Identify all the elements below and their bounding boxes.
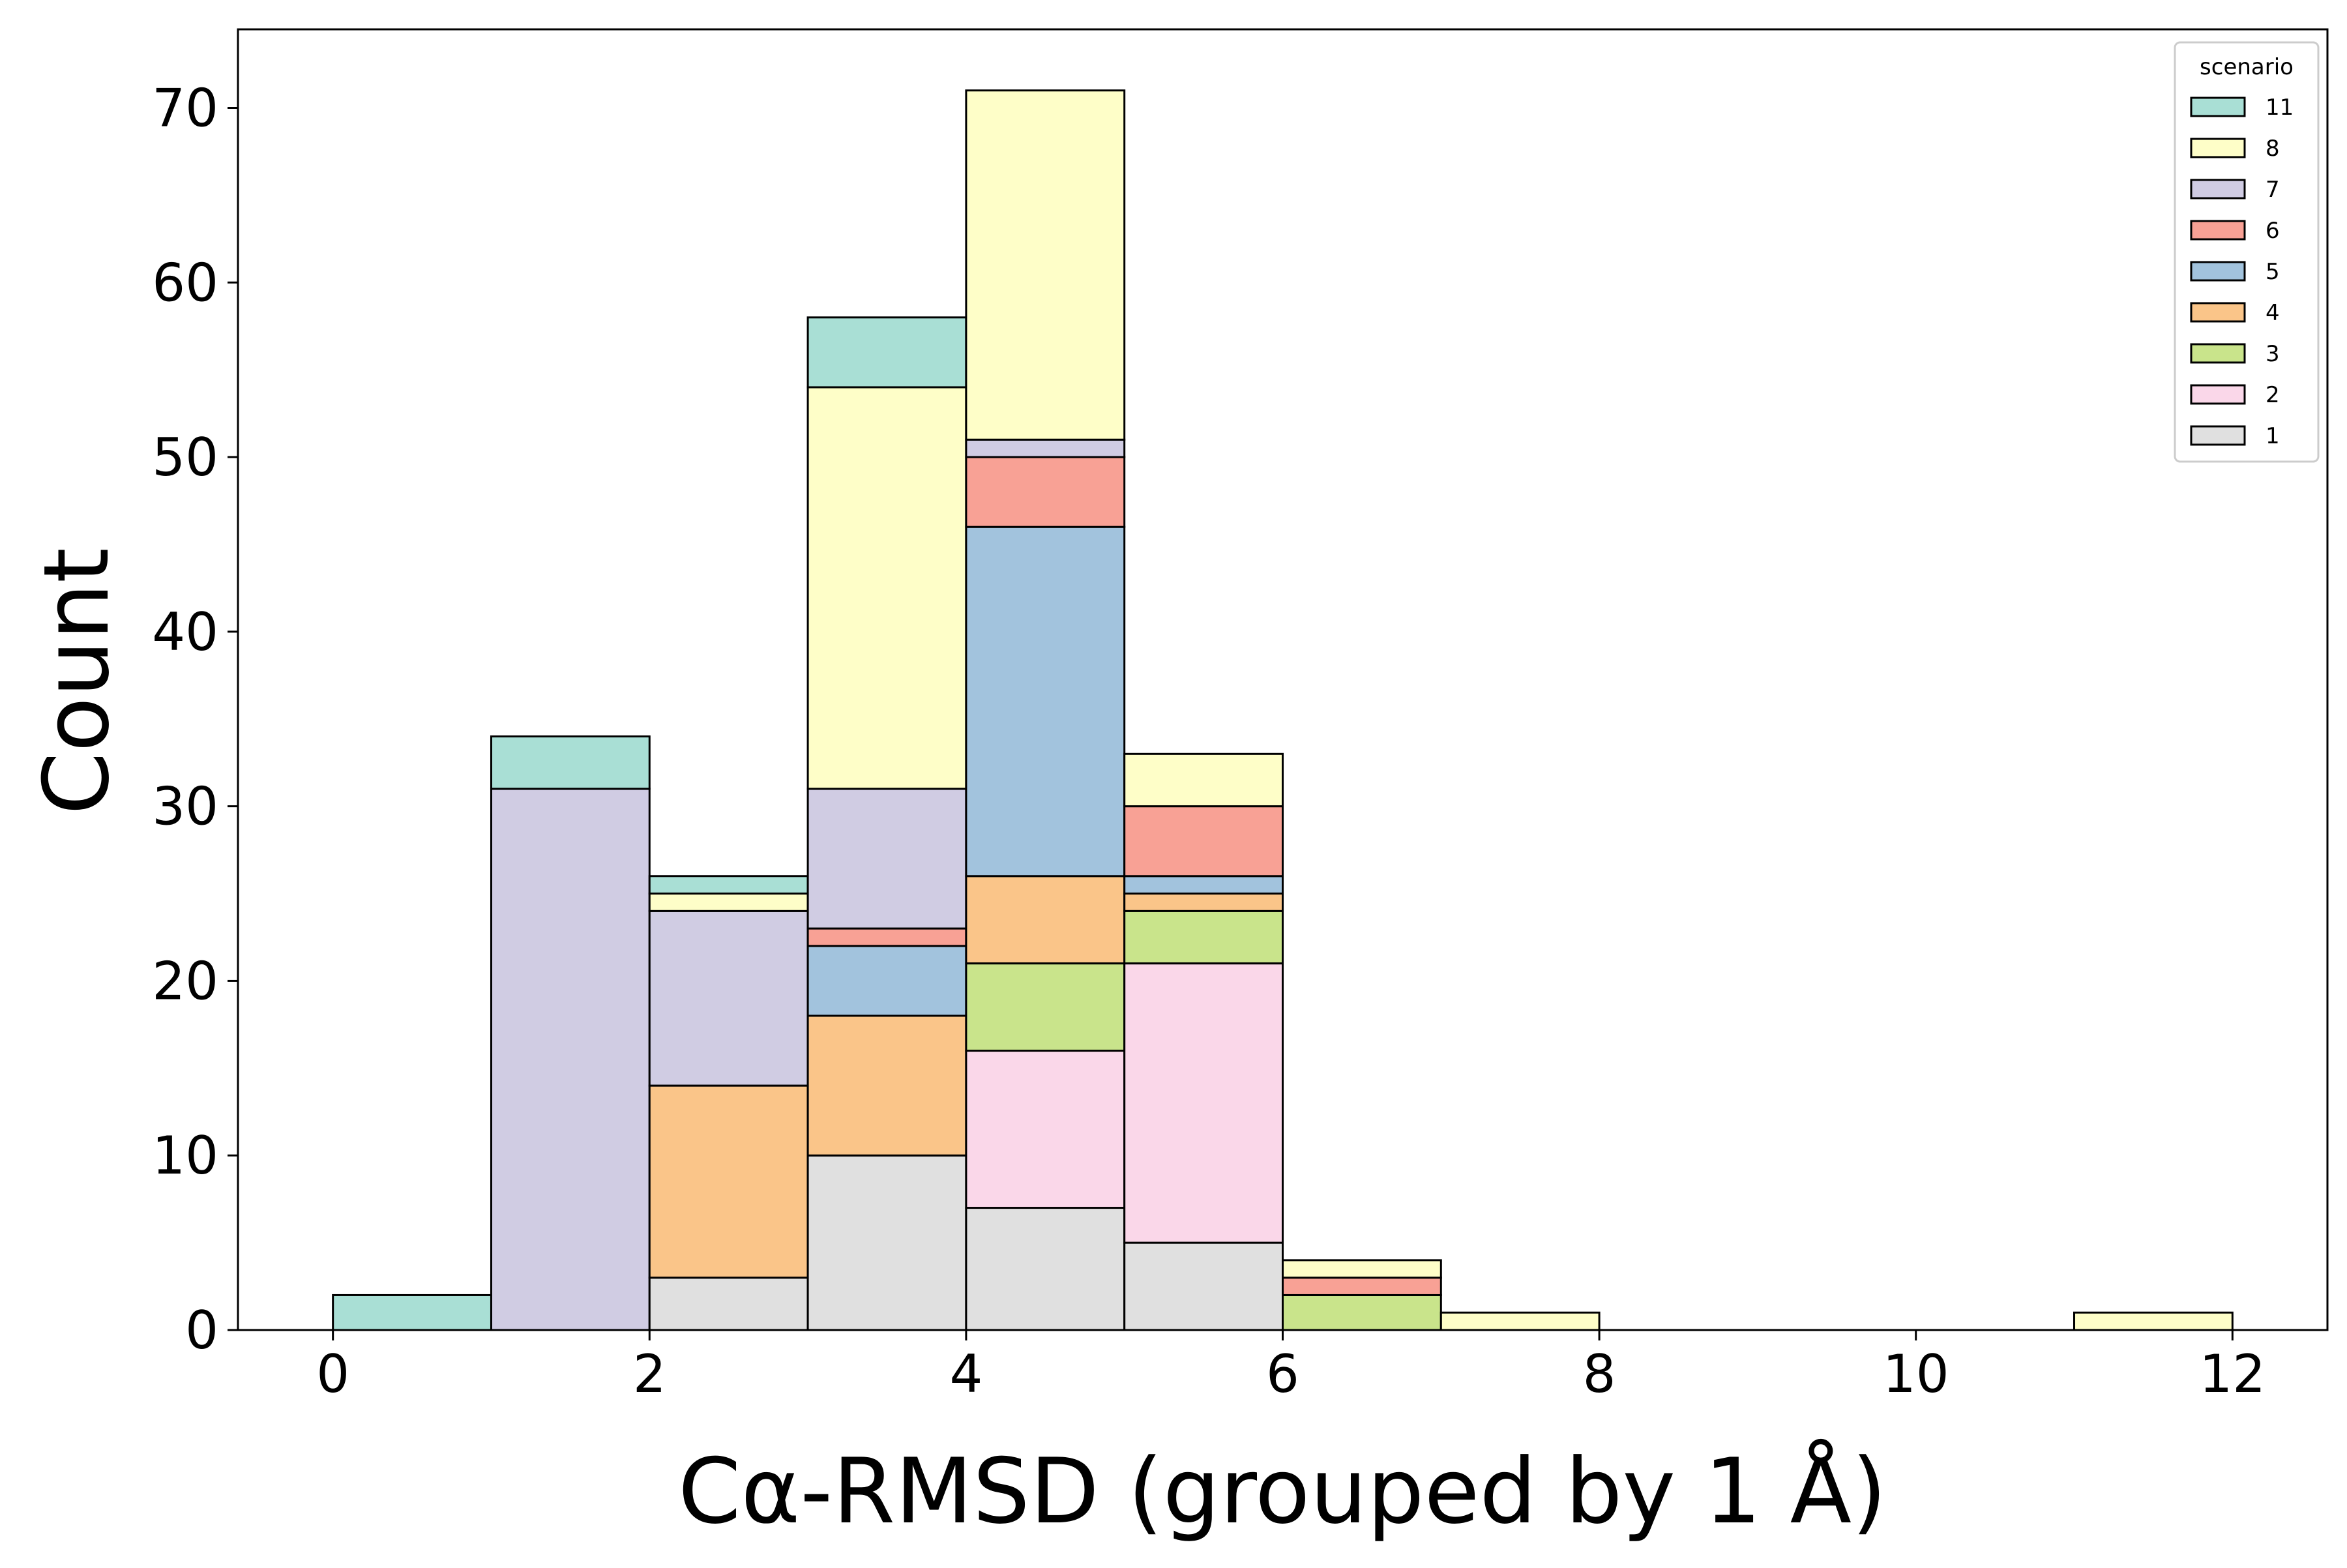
bar-segment-scenario-5-bin-3: [806, 945, 967, 1017]
y-tick-label: 50: [152, 427, 218, 488]
legend-entries: 11 8 7 6 5 4 3 2 1: [2190, 95, 2294, 449]
legend-label-4: 4: [2266, 300, 2280, 326]
bar-segment-scenario-11-bin-1: [490, 735, 651, 790]
bar-segment-scenario-8-bin-4: [965, 89, 1126, 441]
bar-segment-scenario-8-bin-7: [1439, 1311, 1601, 1331]
bar-segment-scenario-2-bin-5: [1123, 962, 1284, 1244]
legend-title: scenario: [2200, 54, 2294, 80]
x-tick-label: 6: [1266, 1344, 1299, 1404]
bar-segment-scenario-1-bin-4: [965, 1207, 1126, 1331]
x-tick-label: 10: [1883, 1344, 1949, 1404]
legend-label-11: 11: [2266, 95, 2294, 121]
bar-segment-scenario-6-bin-6: [1282, 1277, 1442, 1296]
bar-segment-scenario-1-bin-5: [1123, 1241, 1284, 1331]
bar-segment-scenario-3-bin-4: [965, 962, 1126, 1052]
x-tick-label: 8: [1583, 1344, 1616, 1404]
legend-label-1: 1: [2266, 423, 2280, 449]
bar-segment-scenario-4-bin-3: [806, 1014, 967, 1157]
x-tick-label: 2: [633, 1344, 666, 1404]
bar-segment-scenario-6-bin-3: [806, 927, 967, 947]
bars-layer: [332, 89, 2234, 1331]
bar-segment-scenario-8-bin-11: [2073, 1311, 2234, 1331]
legend-swatch-3: [2190, 343, 2246, 364]
y-tick-label: 0: [185, 1300, 218, 1361]
x-tick-label: 4: [949, 1344, 982, 1404]
y-axis: 0 10 20 30 40 50 60 70: [152, 78, 238, 1361]
y-tick-label: 70: [152, 78, 218, 139]
bar-segment-scenario-6-bin-4: [965, 456, 1126, 528]
bar-segment-scenario-2-bin-4: [965, 1050, 1126, 1209]
legend-label-2: 2: [2266, 382, 2280, 408]
bar-segment-scenario-6-bin-5: [1123, 805, 1284, 878]
legend-swatch-6: [2190, 220, 2246, 241]
x-tick-label: 0: [316, 1344, 349, 1404]
bar-segment-scenario-4-bin-4: [965, 875, 1126, 965]
bar-segment-scenario-5-bin-4: [965, 525, 1126, 878]
y-axis-title: Count: [24, 548, 129, 815]
y-tick-label: 30: [152, 777, 218, 837]
bar-segment-scenario-4-bin-2: [648, 1084, 809, 1279]
legend-swatch-7: [2190, 179, 2246, 200]
legend-label-8: 8: [2266, 136, 2280, 162]
y-tick-label: 60: [152, 252, 218, 313]
bar-segment-scenario-7-bin-4: [965, 438, 1126, 458]
bar-segment-scenario-11-bin-2: [648, 875, 809, 895]
bar-segment-scenario-1-bin-2: [648, 1277, 809, 1331]
bar-segment-scenario-8-bin-2: [648, 893, 809, 912]
bar-segment-scenario-3-bin-6: [1282, 1294, 1442, 1331]
bar-segment-scenario-8-bin-3: [806, 386, 967, 790]
y-tick-label: 40: [152, 602, 218, 662]
bar-segment-scenario-8-bin-6: [1282, 1259, 1442, 1279]
bar-segment-scenario-7-bin-3: [806, 788, 967, 930]
legend-swatch-8: [2190, 138, 2246, 158]
legend-label-6: 6: [2266, 218, 2280, 244]
bar-segment-scenario-1-bin-3: [806, 1154, 967, 1331]
legend-label-5: 5: [2266, 259, 2280, 285]
legend-swatch-1: [2190, 425, 2246, 446]
bar-segment-scenario-5-bin-5: [1123, 875, 1284, 895]
bar-segment-scenario-11-bin-0: [332, 1294, 492, 1331]
y-tick-label: 20: [152, 951, 218, 1011]
legend-swatch-2: [2190, 384, 2246, 405]
legend-swatch-11: [2190, 96, 2246, 117]
legend-label-3: 3: [2266, 341, 2280, 367]
legend-swatch-4: [2190, 302, 2246, 323]
bar-segment-scenario-4-bin-5: [1123, 893, 1284, 912]
y-tick-label: 10: [152, 1125, 218, 1186]
x-tick-label: 12: [2199, 1344, 2266, 1404]
legend-label-7: 7: [2266, 177, 2280, 203]
bar-segment-scenario-3-bin-5: [1123, 910, 1284, 965]
x-axis-title: Cα-RMSD (grouped by 1 Å): [678, 1439, 1887, 1544]
bar-segment-scenario-7-bin-1: [490, 788, 651, 1331]
x-axis: 0 2 4 6 8 10 12: [316, 1330, 2266, 1404]
bar-segment-scenario-8-bin-5: [1123, 752, 1284, 808]
bar-segment-scenario-11-bin-3: [806, 316, 967, 389]
bar-segment-scenario-7-bin-2: [648, 910, 809, 1087]
legend: scenario 11 8 7 6 5 4 3 2 1: [2174, 41, 2320, 463]
legend-swatch-5: [2190, 261, 2246, 282]
